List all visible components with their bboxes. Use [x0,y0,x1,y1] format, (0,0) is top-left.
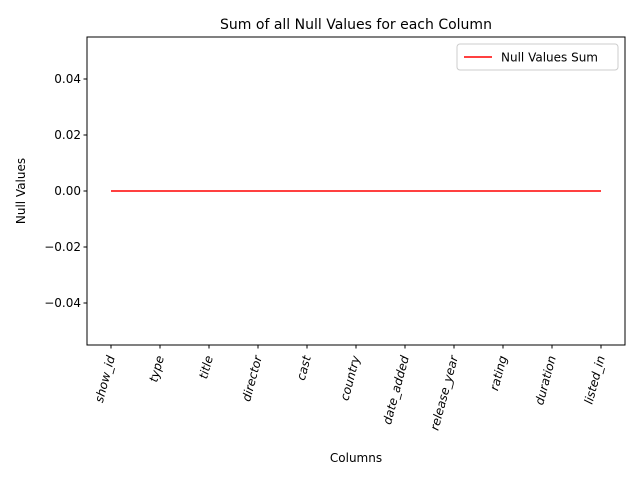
y-tick-label: 0.00 [54,184,81,198]
x-axis-label: Columns [330,451,382,465]
y-axis-label: Null Values [14,158,28,224]
y-tick-label: −0.02 [44,240,81,254]
x-tick-label: cast [294,353,314,382]
legend-label: Null Values Sum [501,51,598,65]
y-tick-label: 0.04 [54,72,81,86]
chart-title: Sum of all Null Values for each Column [220,17,492,33]
legend-box [456,43,619,71]
y-tick-label: −0.04 [44,296,81,310]
y-axis: −0.04 −0.02 0.00 0.02 0.04 [44,72,87,310]
legend: Null Values Sum [456,43,619,71]
x-tick-label: type [146,354,166,384]
y-tick-label: 0.02 [54,128,81,142]
x-tick-label: title [196,354,216,380]
